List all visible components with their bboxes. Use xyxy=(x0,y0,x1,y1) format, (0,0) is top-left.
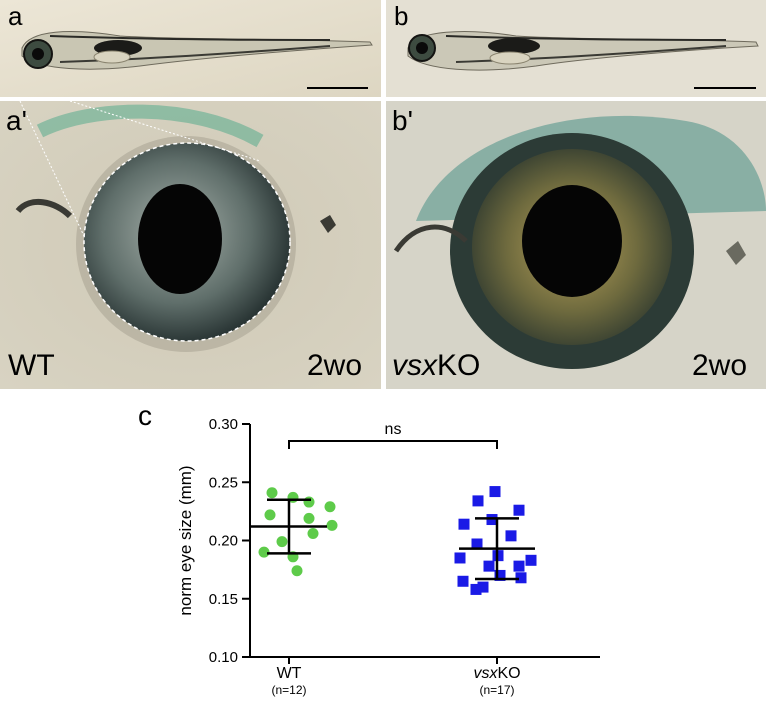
data-point xyxy=(324,501,336,513)
ko-larva-image xyxy=(386,0,766,97)
data-point xyxy=(513,560,525,572)
data-point xyxy=(264,509,276,521)
genotype-label-ko: vsxKO xyxy=(392,349,480,383)
data-point xyxy=(307,528,319,540)
y-tick-label: 0.15 xyxy=(209,591,238,608)
data-point xyxy=(471,538,483,550)
data-point xyxy=(494,569,506,581)
data-point xyxy=(326,519,338,531)
data-point xyxy=(525,554,537,566)
data-point xyxy=(515,572,527,584)
significance-label: ns xyxy=(385,421,402,438)
age-label-wt: 2wo xyxy=(307,349,363,382)
panel-letter-a-prime: a' xyxy=(6,105,27,136)
x-tick-label: WT xyxy=(277,665,302,682)
panel-letter-a: a xyxy=(8,1,23,31)
eye-size-chart: 0.10 0.15 0.20 0.25 0.30 norm eye size (mm) WT… xyxy=(176,416,600,697)
x-tick-label-text: WT xyxy=(277,665,302,682)
data-point xyxy=(458,518,470,530)
panel-a-prime-wt-eye: a' WT 2wo xyxy=(0,101,381,389)
significance-bracket xyxy=(288,440,498,449)
x-tick-n-label: (n=17) xyxy=(479,683,514,697)
data-point xyxy=(258,546,270,558)
panel-letter-b-prime: b' xyxy=(392,105,413,136)
genotype-label-ko-italic: vsx xyxy=(392,349,437,382)
x-tick-label-italic: vsx xyxy=(473,665,498,682)
genotype-label-ko-rest: KO xyxy=(437,349,481,382)
data-point xyxy=(276,536,288,548)
data-point xyxy=(303,512,315,524)
data-point xyxy=(457,575,469,587)
data-point xyxy=(454,552,466,564)
y-tick-label: 0.20 xyxy=(209,533,238,550)
x-tick-n-label: (n=12) xyxy=(271,683,306,697)
panel-letter-c: c xyxy=(138,400,152,431)
data-point xyxy=(470,583,482,595)
panel-b-ko-larva: b xyxy=(386,0,766,97)
data-point xyxy=(489,486,501,498)
panel-a-wt-larva: a xyxy=(0,0,381,97)
data-point xyxy=(303,496,315,508)
age-label-ko: 2wo xyxy=(692,349,748,382)
data-point xyxy=(505,530,517,542)
panel-b-prime-ko-eye: b' vsxKO 2wo xyxy=(386,101,766,389)
data-point xyxy=(513,504,525,516)
x-tick-label-text: KO xyxy=(497,665,520,682)
data-point xyxy=(291,565,303,577)
panel-letter-b: b xyxy=(394,1,409,31)
wt-eye-image xyxy=(0,101,381,389)
data-point xyxy=(477,581,489,593)
data-point xyxy=(266,487,278,499)
wt-larva-image xyxy=(0,0,381,97)
x-tick-label: vsxKO xyxy=(473,665,520,682)
data-point xyxy=(483,560,495,572)
y-tick-label: 0.30 xyxy=(209,416,238,433)
y-tick-label: 0.25 xyxy=(209,474,238,491)
data-point xyxy=(472,495,484,507)
y-tick-label: 0.10 xyxy=(209,649,238,666)
genotype-label-wt: WT xyxy=(8,349,55,382)
ko-eye-image xyxy=(386,101,766,389)
y-axis-label: norm eye size (mm) xyxy=(176,465,195,615)
